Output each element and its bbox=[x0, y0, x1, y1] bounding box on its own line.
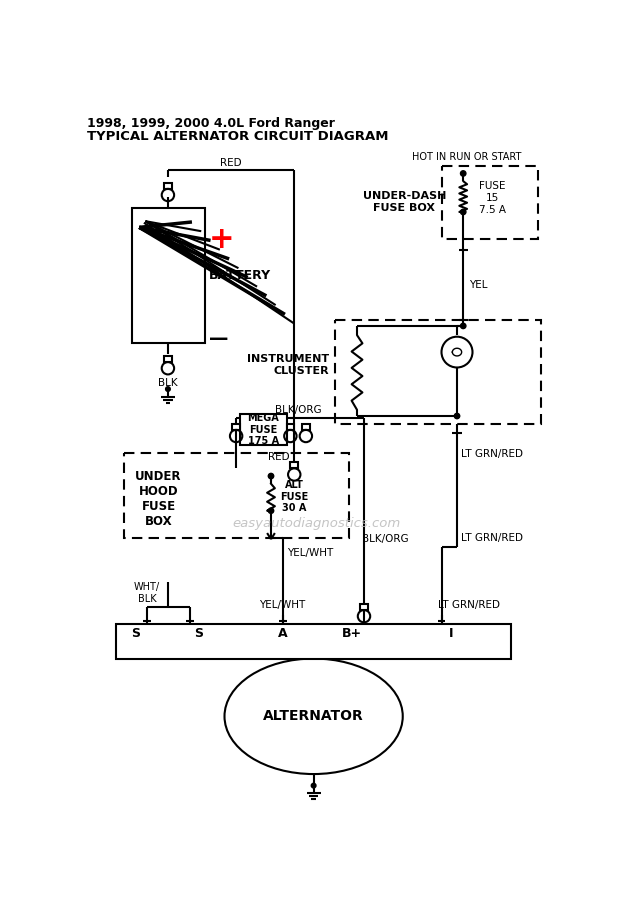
Bar bbox=[287, 424, 294, 430]
Text: HOT IN RUN OR START: HOT IN RUN OR START bbox=[412, 151, 521, 161]
Text: S: S bbox=[131, 626, 140, 640]
Bar bbox=[360, 604, 368, 610]
Text: LT GRN/RED: LT GRN/RED bbox=[461, 449, 523, 460]
Text: A: A bbox=[278, 626, 287, 640]
Text: FUSE
15
7.5 A: FUSE 15 7.5 A bbox=[479, 182, 506, 215]
Text: YEL/WHT: YEL/WHT bbox=[287, 548, 333, 558]
Text: ALT
FUSE
30 A: ALT FUSE 30 A bbox=[280, 481, 308, 513]
Text: YEL/WHT: YEL/WHT bbox=[260, 599, 306, 609]
Text: BLK/ORG: BLK/ORG bbox=[275, 405, 321, 415]
Text: MEGA
FUSE
175 A: MEGA FUSE 175 A bbox=[247, 413, 279, 446]
Text: BLK: BLK bbox=[158, 378, 178, 388]
Bar bbox=[116, 624, 511, 659]
Text: +: + bbox=[209, 225, 235, 254]
Circle shape bbox=[166, 387, 170, 392]
Text: YEL: YEL bbox=[470, 280, 488, 290]
Text: RED: RED bbox=[268, 452, 290, 462]
Text: LT GRN/RED: LT GRN/RED bbox=[461, 533, 523, 543]
Circle shape bbox=[268, 508, 274, 513]
Bar bbox=[290, 463, 298, 468]
Circle shape bbox=[460, 323, 466, 328]
Bar bbox=[124, 453, 349, 537]
Bar bbox=[302, 424, 310, 430]
Bar bbox=[232, 424, 240, 430]
Text: BATTERY: BATTERY bbox=[209, 268, 271, 282]
Text: I: I bbox=[449, 626, 453, 640]
Bar bbox=[336, 320, 541, 424]
Text: BLK/ORG: BLK/ORG bbox=[362, 535, 409, 544]
Text: UNDER
HOOD
FUSE
BOX: UNDER HOOD FUSE BOX bbox=[135, 470, 182, 528]
Text: RED: RED bbox=[220, 158, 242, 167]
Text: B+: B+ bbox=[342, 626, 362, 640]
Ellipse shape bbox=[224, 659, 403, 774]
Text: INSTRUMENT
CLUSTER: INSTRUMENT CLUSTER bbox=[247, 355, 329, 376]
Circle shape bbox=[454, 413, 460, 418]
Text: 1998, 1999, 2000 4.0L Ford Ranger: 1998, 1999, 2000 4.0L Ford Ranger bbox=[87, 117, 334, 130]
Bar bbox=[240, 415, 287, 446]
Text: TYPICAL ALTERNATOR CIRCUIT DIAGRAM: TYPICAL ALTERNATOR CIRCUIT DIAGRAM bbox=[87, 130, 388, 142]
Text: WHT/
BLK: WHT/ BLK bbox=[134, 582, 160, 604]
Bar bbox=[132, 208, 205, 343]
Circle shape bbox=[460, 171, 466, 176]
Text: —: — bbox=[209, 329, 229, 348]
Bar bbox=[164, 183, 172, 189]
Circle shape bbox=[268, 473, 274, 479]
Text: easyautodiagnostics.com: easyautodiagnostics.com bbox=[232, 518, 401, 530]
Circle shape bbox=[311, 783, 316, 788]
Bar bbox=[164, 356, 172, 362]
Text: ALTERNATOR: ALTERNATOR bbox=[263, 709, 364, 724]
Text: LT GRN/RED: LT GRN/RED bbox=[438, 599, 499, 609]
Text: UNDER-DASH
FUSE BOX: UNDER-DASH FUSE BOX bbox=[363, 191, 446, 212]
Text: S: S bbox=[195, 626, 203, 640]
Circle shape bbox=[460, 210, 466, 214]
Bar bbox=[441, 166, 538, 238]
